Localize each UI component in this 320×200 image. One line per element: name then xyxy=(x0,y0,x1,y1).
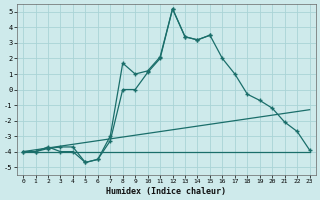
X-axis label: Humidex (Indice chaleur): Humidex (Indice chaleur) xyxy=(106,187,226,196)
